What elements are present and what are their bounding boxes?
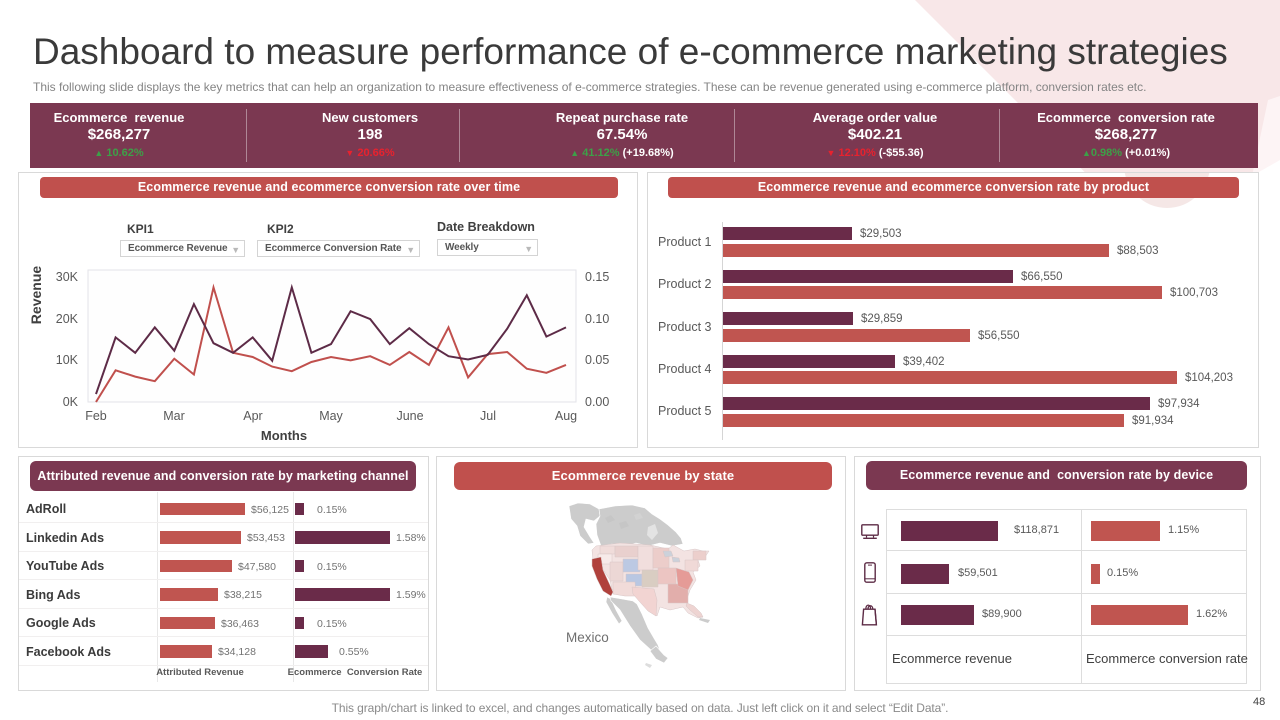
svg-text:0.05: 0.05 xyxy=(585,353,609,367)
svg-text:10K: 10K xyxy=(56,353,79,367)
svg-text:Feb: Feb xyxy=(85,409,107,423)
svg-text:Mar: Mar xyxy=(163,409,185,423)
svg-text:20K: 20K xyxy=(56,312,79,326)
svg-text:0.15: 0.15 xyxy=(585,270,609,284)
svg-text:30K: 30K xyxy=(56,270,79,284)
svg-text:Months: Months xyxy=(261,428,307,443)
svg-text:0K: 0K xyxy=(63,395,79,409)
svg-text:Revenue: Revenue xyxy=(28,266,44,325)
svg-text:May: May xyxy=(319,409,343,423)
svg-text:Apr: Apr xyxy=(243,409,262,423)
svg-text:0.10: 0.10 xyxy=(585,312,609,326)
svg-text:Aug: Aug xyxy=(555,409,577,423)
svg-text:June: June xyxy=(396,409,423,423)
svg-text:0.00: 0.00 xyxy=(585,395,609,409)
svg-text:Jul: Jul xyxy=(480,409,496,423)
